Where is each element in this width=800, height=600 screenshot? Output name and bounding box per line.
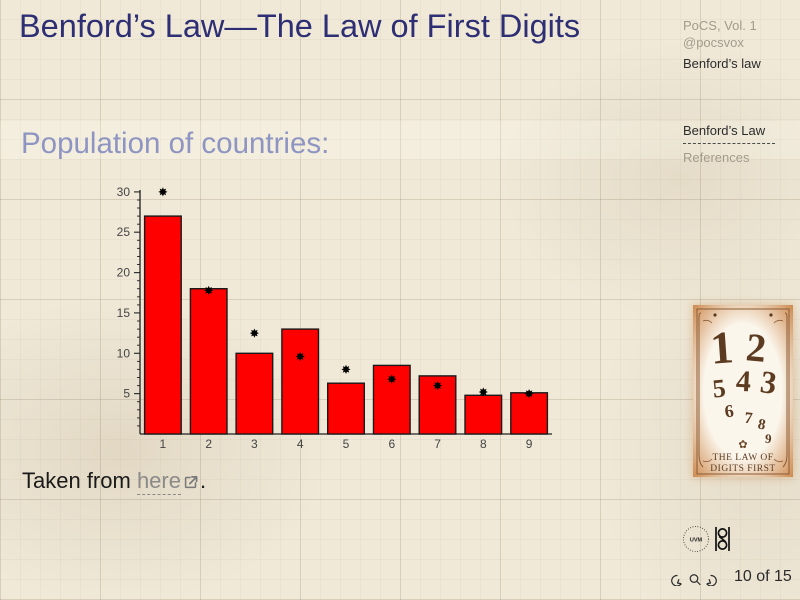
- svg-text:8: 8: [480, 437, 487, 451]
- svg-text:30: 30: [117, 185, 131, 199]
- svg-text:10: 10: [117, 346, 131, 360]
- svg-text:3: 3: [251, 437, 258, 451]
- svg-text:6: 6: [388, 437, 395, 451]
- svg-text:7: 7: [434, 437, 441, 451]
- svg-text:25: 25: [117, 225, 131, 239]
- svg-text:9: 9: [526, 437, 533, 451]
- svg-text:2: 2: [205, 437, 212, 451]
- svg-text:5: 5: [343, 437, 350, 451]
- svg-text:1: 1: [160, 437, 167, 451]
- svg-text:4: 4: [297, 437, 304, 451]
- svg-text:5: 5: [123, 387, 130, 401]
- svg-text:15: 15: [117, 306, 131, 320]
- svg-text:20: 20: [117, 266, 131, 280]
